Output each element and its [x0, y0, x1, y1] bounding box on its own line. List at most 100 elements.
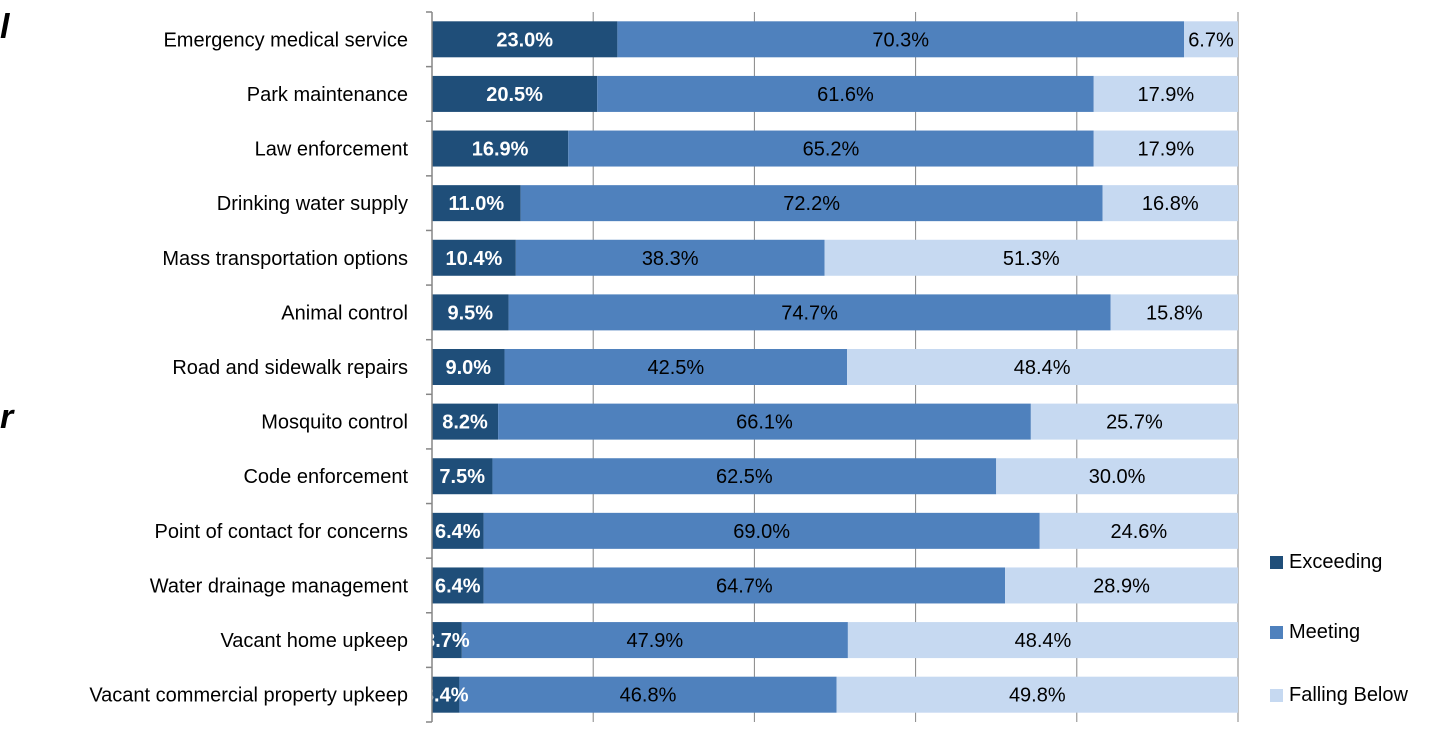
legend-item-exceeding: Exceeding [1270, 548, 1382, 576]
data-label-meeting: 70.3% [872, 29, 929, 51]
bar-meeting [483, 512, 1040, 549]
bar-exceeding [432, 349, 505, 385]
category-label: Emergency medical service [163, 29, 408, 51]
category-label: Law enforcement [255, 139, 409, 161]
category-label: Code enforcement [243, 466, 408, 488]
data-label-exceeding: 9.0% [445, 357, 491, 379]
bar-meeting [520, 185, 1103, 222]
data-label-meeting: 47.9% [626, 630, 683, 652]
bar-exceeding [432, 239, 516, 276]
data-label-exceeding: 6.4% [435, 521, 481, 543]
data-label-exceeding: 10.4% [446, 248, 503, 270]
bar-meeting [483, 567, 1006, 604]
category-axis [426, 11, 433, 723]
bar-exceeding [432, 185, 521, 222]
category-labels: Emergency medical service Park maintenanc… [89, 29, 408, 706]
data-label-falling-below: 28.9% [1093, 575, 1150, 597]
bar-exceeding [432, 458, 493, 495]
bar-falling-below [1183, 21, 1238, 58]
data-label-meeting: 46.8% [620, 685, 677, 707]
bar-meeting [492, 458, 997, 495]
data-label-exceeding: 3.7% [424, 630, 470, 652]
category-label: Park maintenance [247, 84, 408, 106]
data-label-meeting: 62.5% [716, 466, 773, 488]
legend-label-meeting: Meeting [1289, 620, 1361, 643]
data-label-falling-below: 25.7% [1106, 412, 1163, 434]
category-label: Mass transportation options [162, 248, 408, 270]
data-label-falling-below: 16.8% [1142, 193, 1199, 215]
category-label: Vacant home upkeep [220, 630, 408, 652]
data-label-exceeding: 11.0% [449, 193, 505, 215]
data-label-meeting: 64.7% [716, 575, 773, 597]
data-label-falling-below: 15.8% [1146, 302, 1203, 324]
data-label-exceeding: 16.9% [472, 139, 529, 161]
bar-falling-below [824, 239, 1238, 276]
bar-falling-below [1005, 567, 1238, 604]
data-label-falling-below: 51.3% [1003, 248, 1060, 270]
bar-exceeding [432, 567, 484, 604]
bar-exceeding [432, 75, 598, 112]
bar-meeting [504, 349, 848, 385]
legend-label-falling-below: Falling Below [1289, 683, 1408, 706]
category-label: Point of contact for concerns [155, 521, 408, 543]
bar-meeting [597, 75, 1094, 112]
data-label-exceeding: 9.5% [447, 302, 493, 324]
edge-mark-top: l [0, 8, 10, 46]
data-label-falling-below: 6.7% [1188, 29, 1234, 51]
bar-falling-below [1093, 130, 1238, 167]
category-label: Water drainage management [150, 575, 409, 597]
data-label-meeting: 61.6% [817, 84, 874, 106]
edge-mark-middle: r [0, 398, 14, 436]
bar-exceeding [432, 622, 462, 659]
legend-swatch-exceeding [1270, 555, 1283, 569]
bar-exceeding [432, 512, 484, 549]
data-label-exceeding: 23.0% [496, 29, 553, 51]
data-label-falling-below: 48.4% [1015, 630, 1072, 652]
bar-exceeding [432, 294, 509, 331]
data-label-falling-below: 49.8% [1009, 685, 1066, 707]
bar-falling-below [836, 676, 1238, 713]
data-label-exceeding: 20.5% [486, 84, 543, 106]
bar-falling-below [847, 622, 1238, 659]
data-label-falling-below: 30.0% [1089, 466, 1146, 488]
data-label-meeting: 69.0% [733, 521, 790, 543]
bar-falling-below [996, 458, 1238, 495]
data-label-exceeding: 3.4% [423, 685, 469, 707]
bar-falling-below [1093, 75, 1238, 112]
data-label-falling-below: 17.9% [1138, 139, 1195, 161]
data-label-exceeding: 7.5% [439, 466, 485, 488]
bar-falling-below [1110, 294, 1238, 331]
data-label-falling-below: 17.9% [1138, 84, 1195, 106]
data-label-exceeding: 8.2% [442, 412, 488, 434]
data-labels: 23.0% 70.3% 6.7% 20.5% 61.6% 17.9% 16.9% 65.2% 1… [423, 29, 1234, 706]
legend-item-falling-below: Falling Below [1270, 681, 1408, 709]
legend-swatch-falling-below [1270, 688, 1283, 702]
data-label-falling-below: 24.6% [1111, 521, 1168, 543]
data-label-exceeding: 6.4% [435, 575, 481, 597]
bar-falling-below [1039, 512, 1238, 549]
bar-meeting [461, 622, 848, 659]
data-label-meeting: 74.7% [781, 302, 838, 324]
category-label: Drinking water supply [217, 193, 408, 215]
category-label: Mosquito control [261, 412, 408, 434]
bar-exceeding [432, 130, 569, 167]
data-label-meeting: 72.2% [783, 193, 840, 215]
legend-label-exceeding: Exceeding [1289, 550, 1383, 573]
bar-exceeding [432, 676, 460, 713]
bar-meeting [617, 21, 1184, 58]
data-label-meeting: 42.5% [647, 357, 704, 379]
data-label-meeting: 38.3% [642, 248, 699, 270]
bar-exceeding [432, 21, 618, 58]
bar-meeting [498, 403, 1031, 440]
bar-falling-below [1030, 403, 1238, 440]
bar-meeting [515, 239, 825, 276]
legend-item-meeting: Meeting [1270, 618, 1360, 646]
data-label-meeting: 66.1% [736, 412, 793, 434]
legend-swatch-meeting [1270, 625, 1283, 639]
bar-meeting [508, 294, 1111, 331]
category-label: Animal control [281, 302, 408, 324]
bars [432, 21, 1238, 713]
category-label: Road and sidewalk repairs [172, 357, 408, 379]
